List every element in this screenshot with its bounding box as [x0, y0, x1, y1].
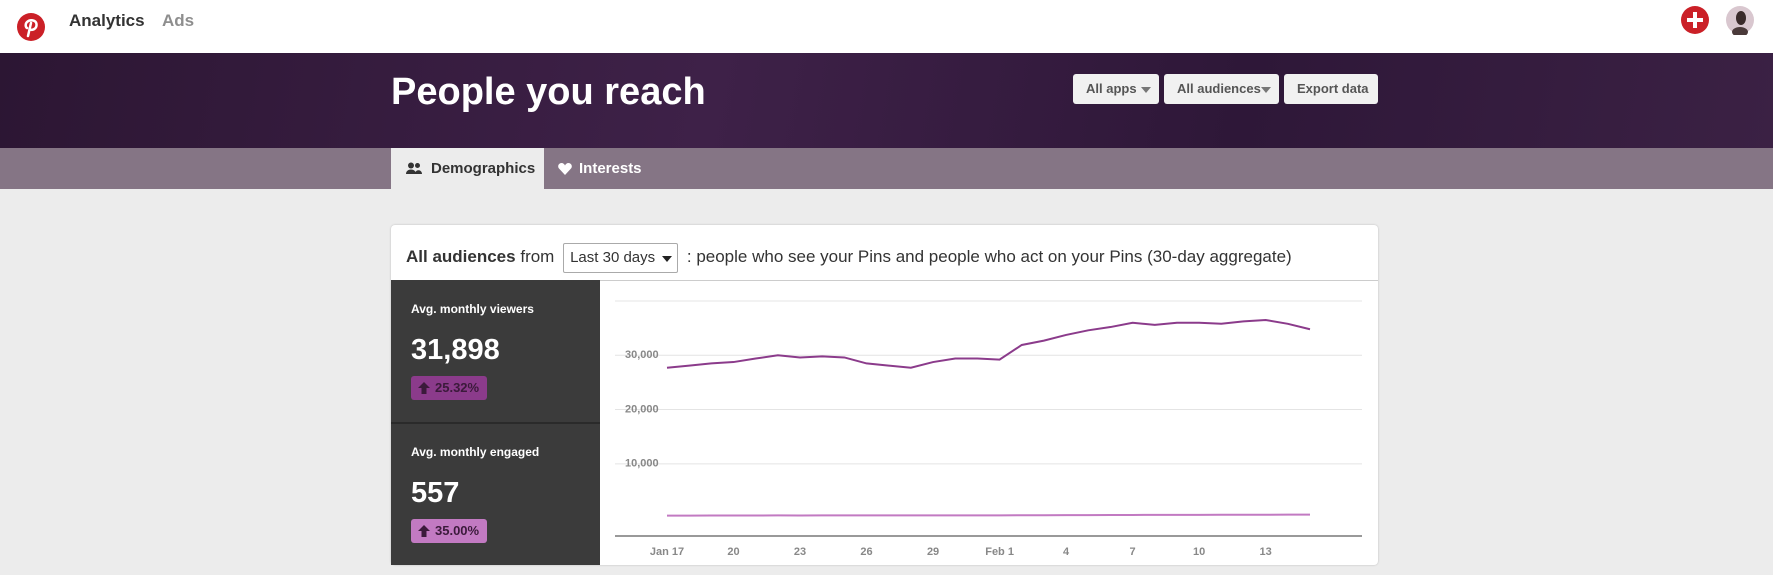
x-tick-label: Feb 1 — [985, 546, 1014, 558]
x-tick-label: 10 — [1193, 546, 1205, 558]
stats-divider — [391, 422, 600, 424]
description: : people who see your Pins and people wh… — [686, 247, 1292, 266]
caret — [1261, 87, 1271, 93]
caret — [662, 256, 673, 262]
x-tick-label: 23 — [794, 546, 806, 558]
range-label: Last 30 days — [570, 249, 656, 266]
audience-name: All audiences — [406, 247, 516, 266]
header-banner — [0, 53, 1773, 148]
reach-chart: 10,000 20,000 30,000 Jan 17 20 23 26 29 Feb 1 4 7 1… — [615, 300, 1362, 558]
divider — [391, 280, 1378, 281]
series-line — [666, 318, 1311, 369]
from-text: from — [520, 247, 555, 266]
stat-value: 557 — [411, 477, 460, 509]
export-button[interactable]: Export data — [1284, 74, 1378, 104]
y-tick-label: 10,000 — [625, 458, 659, 470]
x-tick-label: 4 — [1063, 546, 1070, 558]
avatar[interactable] — [1725, 5, 1755, 35]
x-tick-label: 29 — [927, 546, 939, 558]
button-label: All apps — [1086, 81, 1137, 96]
card-header: All audiences from Last 30 days : people… — [406, 243, 1292, 273]
button-label: All audiences — [1177, 81, 1261, 96]
stat-value: 31,898 — [411, 334, 500, 366]
apps-dropdown[interactable]: All apps — [1073, 74, 1159, 104]
up-arrow — [418, 382, 430, 394]
heart-icon — [558, 163, 572, 175]
up-arrow — [418, 525, 430, 537]
change-text: 35.00% — [435, 523, 480, 538]
y-tick-label: 30,000 — [625, 349, 659, 361]
x-tick-label: 20 — [727, 546, 739, 558]
nav-ads[interactable]: Ads — [162, 11, 195, 30]
change-badge: 25.32% — [411, 376, 488, 400]
series-line — [666, 513, 1311, 517]
add-button[interactable] — [1680, 5, 1710, 35]
top-nav — [0, 0, 1773, 53]
x-tick-label: 13 — [1260, 546, 1272, 558]
people-icon — [406, 162, 422, 174]
button-label: Export data — [1297, 81, 1369, 96]
tab-demographics[interactable]: Demographics — [391, 148, 544, 189]
change-badge: 35.00% — [411, 519, 488, 543]
stat-label: Avg. monthly viewers — [411, 302, 534, 316]
caret — [1141, 87, 1151, 93]
x-tick-label: Jan 17 — [650, 546, 684, 558]
y-tick-label: 20,000 — [625, 403, 659, 415]
tab-interests[interactable]: Interests — [558, 148, 642, 189]
pinterest-logo[interactable] — [16, 12, 46, 42]
tab-label: Demographics — [431, 160, 536, 177]
x-tick-label: 7 — [1130, 546, 1136, 558]
change-text: 25.32% — [435, 380, 480, 395]
nav-analytics[interactable]: Analytics — [69, 11, 145, 30]
tab-bar — [0, 148, 1773, 189]
x-tick-label: 26 — [860, 546, 872, 558]
range-select[interactable]: Last 30 days — [563, 243, 679, 273]
tab-label: Interests — [579, 160, 642, 177]
audiences-dropdown[interactable]: All audiences — [1164, 74, 1279, 104]
page-title: People you reach — [391, 71, 706, 113]
stat-label: Avg. monthly engaged — [411, 445, 540, 459]
